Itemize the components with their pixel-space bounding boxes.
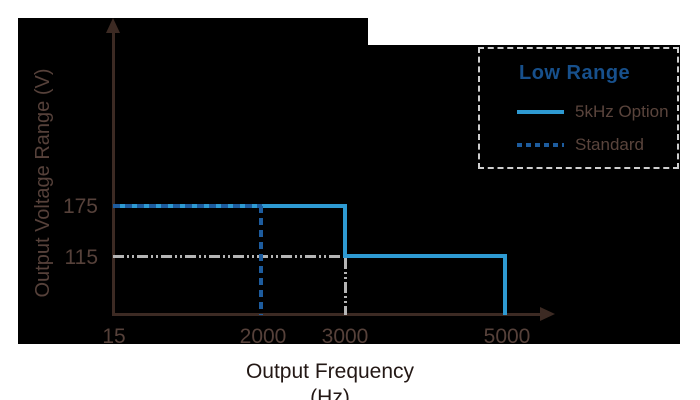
series-5khz-drop-3000hz	[343, 204, 347, 258]
x-tick-5000: 5000	[483, 325, 531, 348]
y-tick-175: 175	[62, 195, 98, 218]
guide-line-3000hz-vertical	[344, 258, 347, 315]
x-tick-3000: 3000	[321, 325, 369, 348]
legend-label-standard: Standard	[575, 135, 644, 154]
x-axis-arrowhead-icon	[540, 307, 555, 321]
series-5khz-drop-5000hz	[503, 254, 507, 315]
series-standard-segment-175v	[113, 204, 262, 208]
legend-box: Low Range 5kHz Option Standard	[478, 47, 679, 169]
backdrop-black-main	[18, 45, 680, 344]
x-tick-15: 15	[102, 325, 126, 348]
legend-line-sample-standard	[517, 143, 564, 147]
guide-line-115v-horizontal	[113, 255, 346, 258]
y-tick-115: 115	[64, 246, 98, 269]
x-tick-2000: 2000	[239, 325, 287, 348]
legend-line-sample-5khz	[517, 110, 564, 114]
series-standard-drop-2000hz	[259, 206, 263, 315]
series-5khz-segment-115v	[343, 254, 507, 258]
legend-title: Low Range	[519, 62, 631, 84]
y-axis-title: Output Voltage Range (V)	[32, 68, 54, 298]
x-axis-line	[112, 313, 540, 316]
backdrop-black-upper-band	[18, 18, 368, 45]
legend-label-5khz: 5kHz Option	[575, 102, 669, 121]
x-axis-title: Output Frequency (Hz)	[245, 360, 415, 400]
y-axis-line	[112, 30, 115, 316]
y-axis-arrowhead-icon	[106, 18, 120, 33]
